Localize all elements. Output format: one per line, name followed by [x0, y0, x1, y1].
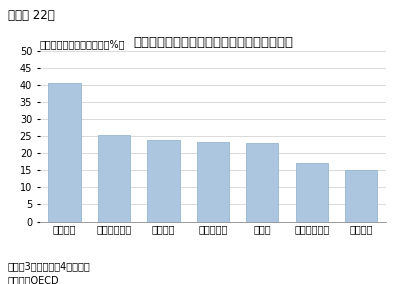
Bar: [246, 143, 279, 222]
Bar: [49, 83, 81, 222]
Bar: [98, 135, 130, 222]
Bar: [197, 143, 229, 222]
Text: （資料）OECD: （資料）OECD: [8, 275, 60, 284]
Title: ユーロ圏主要国の雇用維持制度への申請件数: ユーロ圏主要国の雇用維持制度への申請件数: [133, 36, 293, 49]
Text: （図表 22）: （図表 22）: [8, 9, 55, 22]
Bar: [296, 162, 328, 222]
Bar: [147, 140, 179, 222]
Bar: [345, 170, 377, 222]
Text: （雇用者数に占める割合、%）: （雇用者数に占める割合、%）: [40, 39, 125, 49]
Text: （注）3月初旬から4月末まで: （注）3月初旬から4月末まで: [8, 261, 91, 271]
